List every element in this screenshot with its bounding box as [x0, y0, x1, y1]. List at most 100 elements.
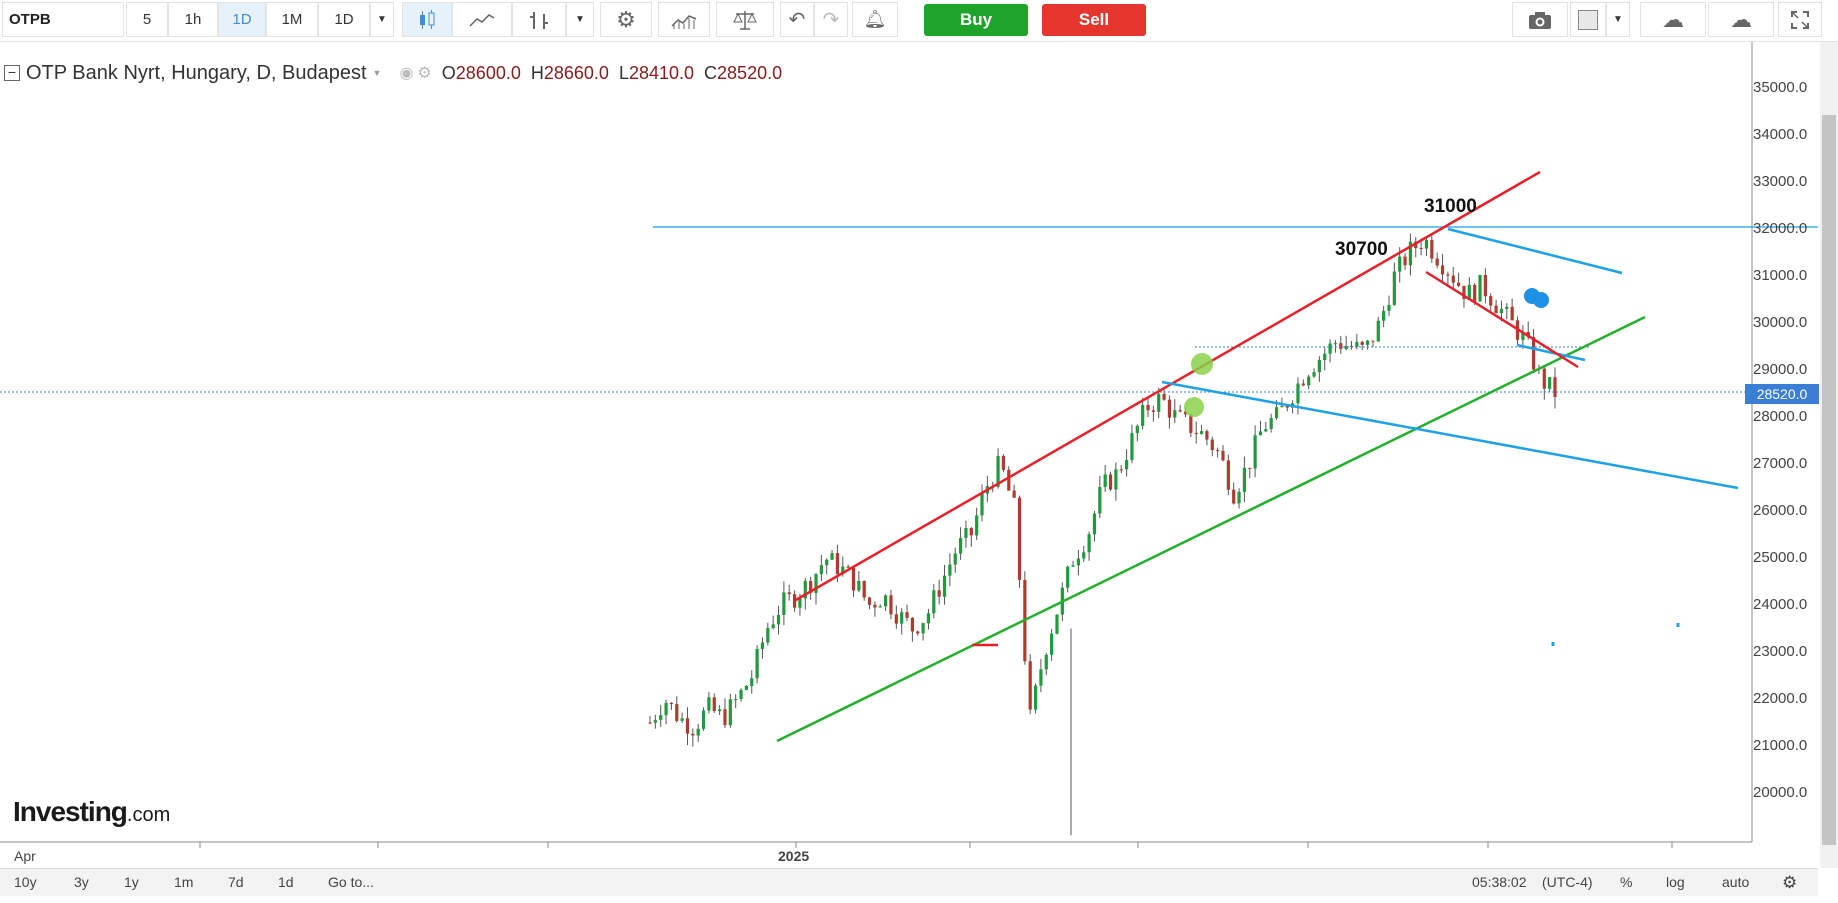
price-tick-label: 20000.0	[1753, 784, 1808, 801]
candle-body	[1387, 304, 1391, 311]
undo-button[interactable]: ↶	[780, 2, 814, 37]
candle-body	[1119, 469, 1123, 471]
interval-custom-button[interactable]: 1D	[318, 2, 370, 37]
candle-body	[701, 710, 706, 729]
buy-button[interactable]: Buy	[924, 4, 1028, 36]
interval-5-button[interactable]: 5	[126, 2, 168, 37]
chevron-down-icon[interactable]: ▼	[372, 68, 382, 78]
interval-1d-button[interactable]: 1D	[218, 2, 266, 37]
price-tick-label: 22000.0	[1753, 690, 1808, 707]
candle-body	[942, 575, 947, 597]
pullback-line[interactable]	[1425, 270, 1579, 369]
goto-date-button[interactable]: Go to...	[328, 874, 374, 890]
candle-body	[755, 648, 759, 679]
candle-body	[905, 612, 909, 618]
time-label-apr: Apr	[14, 848, 36, 864]
scrollbar-thumb[interactable]	[1822, 115, 1836, 845]
collapse-legend-icon[interactable]: −	[4, 65, 20, 81]
bar-type-button[interactable]	[512, 2, 566, 37]
redo-button[interactable]: ↷	[814, 2, 848, 37]
candle-body	[889, 595, 893, 615]
indicators-button[interactable]	[658, 2, 710, 37]
percent-scale-button[interactable]: %	[1620, 874, 1633, 890]
save-chart-button[interactable]: ☁	[1708, 2, 1774, 37]
candle-body	[1451, 275, 1455, 283]
interval-1m-button[interactable]: 1M	[266, 2, 318, 37]
compare-button[interactable]	[716, 2, 774, 37]
interval-dropdown-button[interactable]: ▼	[370, 2, 394, 37]
background-color-button[interactable]	[1570, 2, 1606, 37]
range-10y-button[interactable]: 10y	[14, 874, 37, 890]
candle-body	[1510, 306, 1514, 321]
candle-body	[1108, 474, 1113, 490]
range-1m-button[interactable]: 1m	[174, 874, 194, 890]
candle-body	[1028, 661, 1032, 710]
candle-body	[1173, 410, 1177, 418]
candle-body	[1553, 377, 1557, 397]
interval-1h-button[interactable]: 1h	[168, 2, 218, 37]
chart-type-dropdown-button[interactable]: ▼	[566, 2, 594, 37]
chevron-down-icon: ▼	[377, 14, 387, 25]
candle-body	[1076, 558, 1081, 566]
candle-body	[825, 559, 829, 566]
snapshot-button[interactable]	[1512, 2, 1568, 37]
candle-body	[969, 527, 973, 536]
candles-button[interactable]	[402, 2, 452, 37]
candle-body	[1216, 450, 1220, 452]
cloud-upload-icon: ☁	[1730, 6, 1752, 32]
annotation-30700[interactable]: 30700	[1335, 239, 1388, 260]
candle-body	[1183, 411, 1188, 415]
expand-icon	[1791, 10, 1809, 29]
range-1y-button[interactable]: 1y	[124, 874, 139, 890]
candle-body	[1194, 432, 1198, 434]
candle-body	[1124, 459, 1129, 470]
descending-trend-line[interactable]	[1161, 380, 1739, 490]
price-tick-label: 21000.0	[1753, 737, 1808, 754]
candle-body	[980, 493, 984, 516]
candle-body	[835, 553, 840, 575]
candle-body	[1398, 256, 1402, 272]
gear-icon[interactable]: ⚙	[1782, 873, 1798, 892]
upper-channel-line[interactable]	[793, 170, 1541, 603]
event-marker-green[interactable]	[1191, 353, 1213, 375]
visibility-icon[interactable]: ◉	[399, 65, 414, 82]
timezone-button[interactable]: (UTC-4)	[1542, 874, 1593, 890]
event-marker-green[interactable]	[1184, 397, 1204, 417]
candle-body	[916, 631, 920, 634]
range-1d-button[interactable]: 1d	[278, 874, 294, 890]
annotation-31000[interactable]: 31000	[1424, 196, 1477, 217]
candle-body	[723, 709, 727, 726]
candle-body	[1130, 433, 1134, 460]
fullscreen-button[interactable]	[1778, 2, 1822, 37]
candle-body	[685, 718, 690, 734]
log-scale-button[interactable]: log	[1666, 874, 1685, 890]
price-chart[interactable]: 30700 31000	[0, 42, 1818, 868]
event-marker-blue[interactable]	[1533, 292, 1549, 308]
candle-body	[1312, 372, 1316, 377]
current-price-badge: 28520.0	[1745, 384, 1819, 404]
color-dropdown-button[interactable]: ▼	[1606, 2, 1630, 37]
price-tick-label: 28000.0	[1753, 408, 1808, 425]
symbol-title[interactable]: OTP Bank Nyrt, Hungary, D, Budapest	[26, 61, 367, 84]
load-chart-button[interactable]: ☁	[1640, 2, 1706, 37]
candle-body	[814, 574, 818, 593]
candle-body	[846, 566, 850, 568]
candle-body	[809, 581, 813, 593]
candle-body	[1044, 654, 1048, 670]
candle-body	[776, 614, 781, 625]
range-7d-button[interactable]: 7d	[228, 874, 244, 890]
candle-body	[1403, 256, 1407, 266]
sell-button[interactable]: Sell	[1042, 4, 1146, 36]
gear-icon[interactable]: ⚙	[417, 65, 432, 82]
symbol-search-input[interactable]	[2, 2, 124, 37]
auto-scale-button[interactable]: auto	[1722, 874, 1750, 890]
falling-wedge-lower-line[interactable]	[1516, 343, 1586, 362]
candle-body	[760, 642, 765, 649]
line-chart-button[interactable]	[452, 2, 512, 37]
range-3y-button[interactable]: 3y	[74, 874, 89, 890]
close-label: C	[704, 62, 718, 83]
lower-channel-line[interactable]	[776, 315, 1646, 743]
settings-button[interactable]: ⚙	[600, 2, 652, 37]
create-alert-button[interactable]: 🔔︎	[852, 2, 898, 37]
falling-wedge-upper-line[interactable]	[1447, 227, 1623, 275]
